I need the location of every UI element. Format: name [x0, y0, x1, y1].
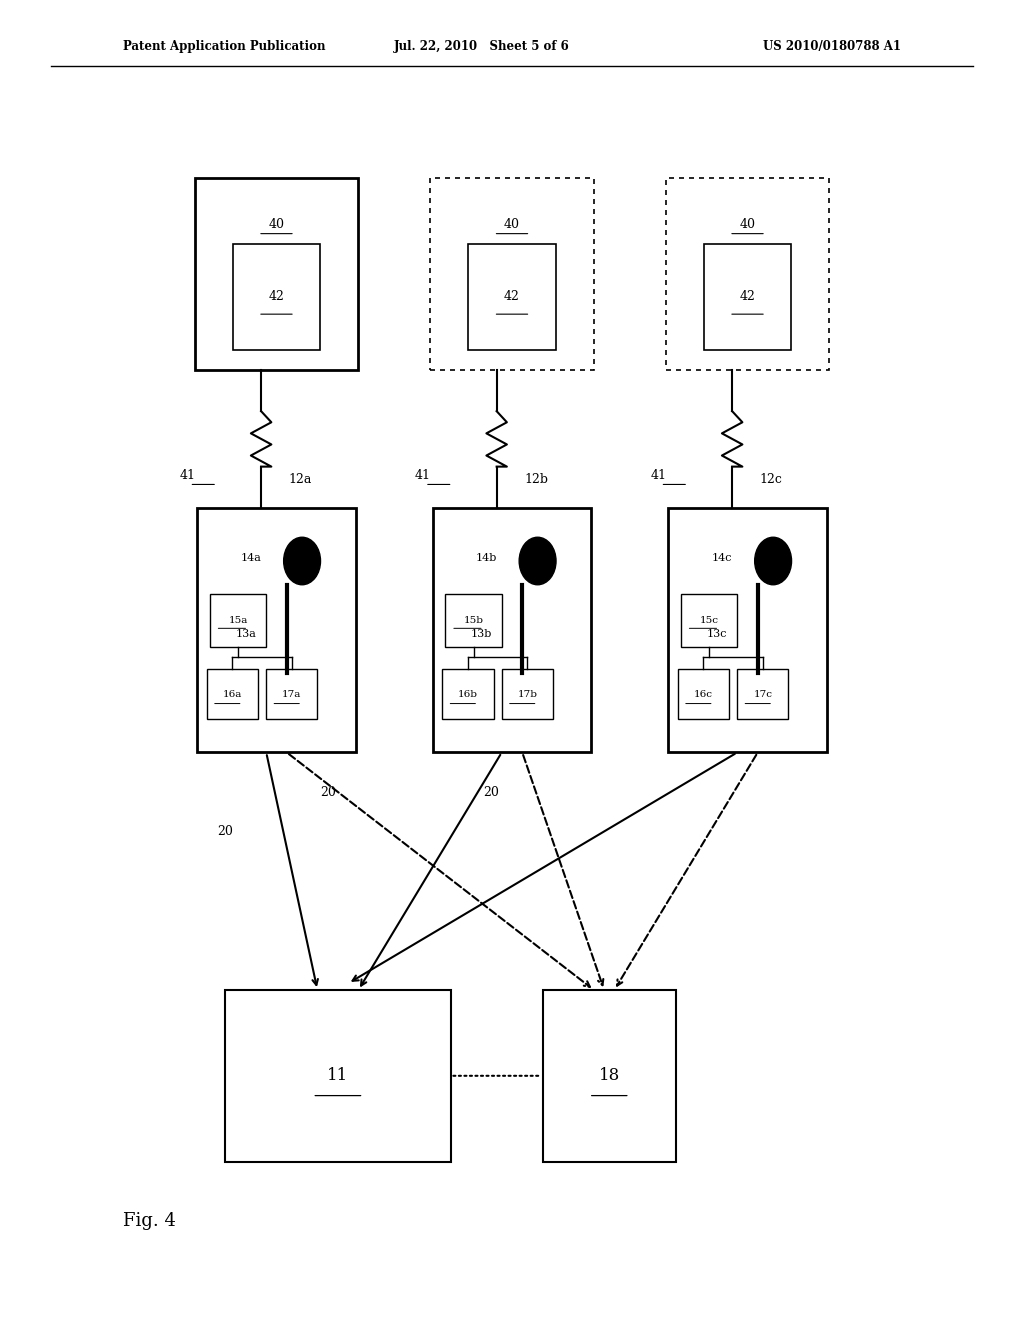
Bar [195, 178, 358, 370]
Text: 15a: 15a [228, 616, 248, 624]
Text: Patent Application Publication: Patent Application Publication [123, 40, 326, 53]
Text: 20: 20 [319, 785, 336, 799]
Text: 17c: 17c [754, 690, 772, 698]
Text: 13b: 13b [471, 628, 492, 639]
Bar [197, 508, 356, 752]
Bar [266, 669, 317, 719]
Bar [442, 669, 494, 719]
Circle shape [755, 537, 792, 585]
Text: 13a: 13a [236, 628, 256, 639]
Bar [445, 594, 502, 647]
Text: 20: 20 [483, 785, 500, 799]
Bar [681, 594, 737, 647]
Text: Jul. 22, 2010   Sheet 5 of 6: Jul. 22, 2010 Sheet 5 of 6 [393, 40, 569, 53]
Text: 12b: 12b [524, 473, 548, 486]
Text: 42: 42 [268, 290, 285, 304]
Text: 40: 40 [739, 218, 756, 231]
Text: 17b: 17b [517, 690, 538, 698]
Bar [737, 669, 788, 719]
Text: 41: 41 [650, 469, 667, 482]
Bar [705, 244, 791, 350]
Bar [668, 508, 827, 752]
Text: 20: 20 [217, 825, 233, 838]
Text: 17a: 17a [283, 690, 301, 698]
Text: 40: 40 [504, 218, 520, 231]
Bar [225, 990, 451, 1162]
Text: 15c: 15c [699, 616, 719, 624]
Text: 42: 42 [739, 290, 756, 304]
Bar [432, 508, 592, 752]
Text: 40: 40 [268, 218, 285, 231]
Text: 13c: 13c [707, 628, 727, 639]
Text: 16a: 16a [223, 690, 242, 698]
Bar [543, 990, 676, 1162]
Text: 16c: 16c [694, 690, 713, 698]
Circle shape [284, 537, 321, 585]
Text: 14b: 14b [476, 553, 497, 564]
Text: 14c: 14c [712, 553, 732, 564]
Circle shape [519, 537, 556, 585]
Text: 12a: 12a [289, 473, 312, 486]
Bar [210, 594, 266, 647]
Text: 41: 41 [179, 469, 196, 482]
Text: 42: 42 [504, 290, 520, 304]
Text: 12c: 12c [760, 473, 782, 486]
Bar [233, 244, 319, 350]
Text: 16b: 16b [458, 690, 478, 698]
Text: 18: 18 [599, 1068, 620, 1084]
Text: 15b: 15b [464, 616, 483, 624]
Bar [502, 669, 553, 719]
Bar [678, 669, 729, 719]
Text: 11: 11 [328, 1068, 348, 1084]
Text: Fig. 4: Fig. 4 [123, 1212, 176, 1230]
Bar [666, 178, 829, 370]
Bar [207, 669, 258, 719]
Text: 41: 41 [415, 469, 431, 482]
Text: 14a: 14a [241, 553, 261, 564]
Bar [430, 178, 594, 370]
Bar [469, 244, 555, 350]
Text: US 2010/0180788 A1: US 2010/0180788 A1 [763, 40, 901, 53]
